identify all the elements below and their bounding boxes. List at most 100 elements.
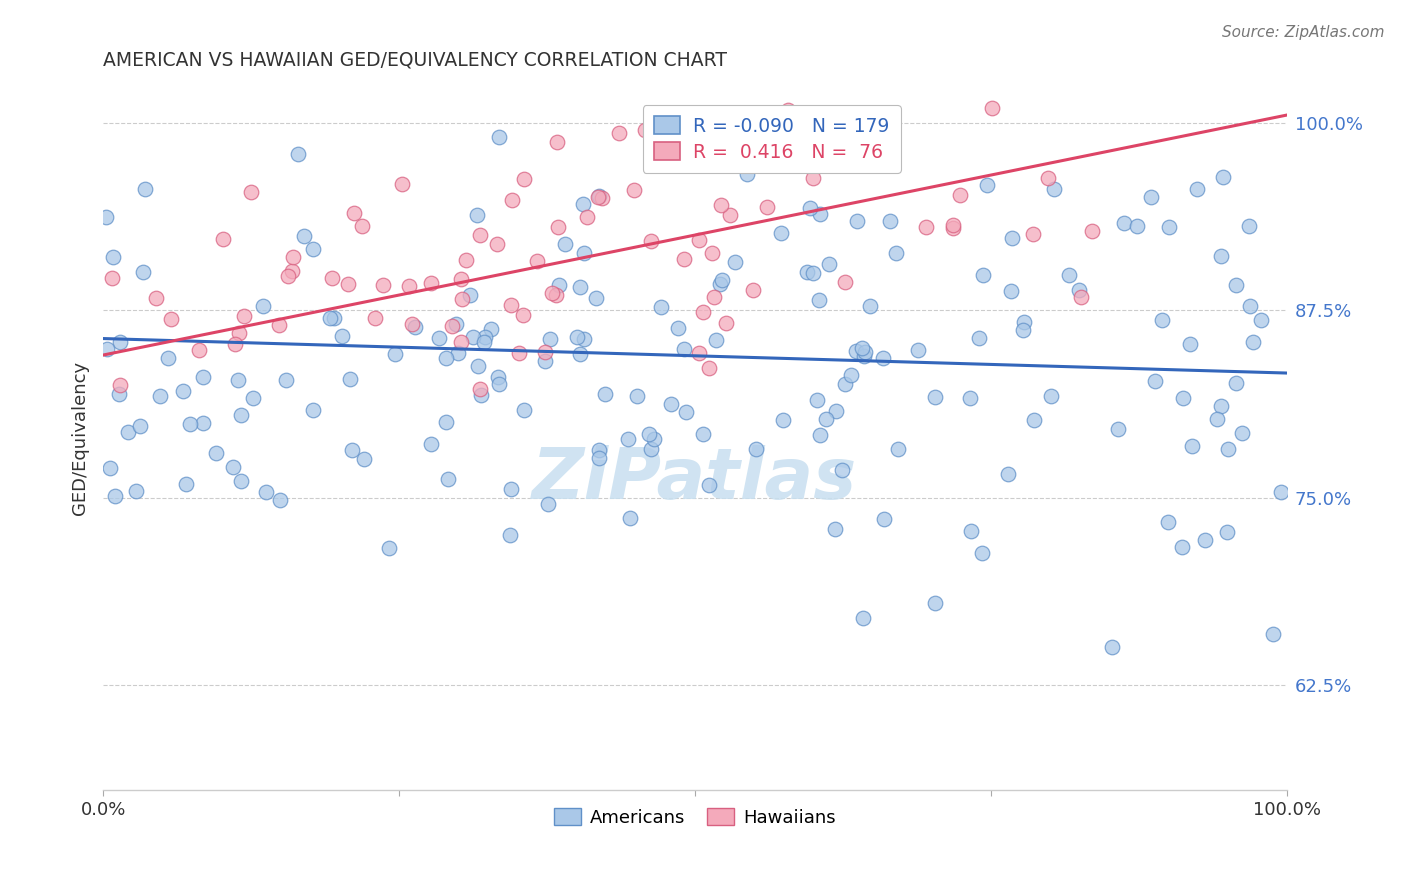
- Point: [852, 349, 875, 363]
- Point: [101, 250, 124, 264]
- Point: [193, 369, 215, 384]
- Point: [710, 198, 733, 212]
- Point: [617, 432, 640, 446]
- Point: [212, 232, 235, 246]
- Point: [1225, 376, 1247, 390]
- Text: Source: ZipAtlas.com: Source: ZipAtlas.com: [1222, 25, 1385, 40]
- Point: [321, 270, 343, 285]
- Point: [205, 446, 228, 460]
- Point: [1012, 323, 1035, 337]
- Point: [157, 351, 180, 365]
- Point: [534, 345, 557, 359]
- Point: [666, 321, 689, 335]
- Point: [501, 298, 523, 312]
- Point: [588, 451, 610, 466]
- Point: [269, 493, 291, 508]
- Point: [479, 322, 502, 336]
- Point: [673, 342, 696, 356]
- Point: [391, 177, 413, 191]
- Point: [292, 229, 315, 244]
- Point: [1181, 439, 1204, 453]
- Point: [609, 126, 631, 140]
- Point: [709, 277, 731, 292]
- Point: [229, 475, 252, 489]
- Point: [1239, 300, 1261, 314]
- Point: [576, 210, 599, 224]
- Point: [404, 319, 426, 334]
- Point: [924, 596, 946, 610]
- Point: [131, 265, 153, 279]
- Point: [700, 245, 723, 260]
- Point: [534, 353, 557, 368]
- Point: [1014, 315, 1036, 329]
- Point: [188, 343, 211, 357]
- Point: [458, 288, 481, 302]
- Point: [834, 275, 856, 289]
- Point: [1101, 640, 1123, 654]
- Point: [350, 219, 373, 233]
- Point: [322, 310, 344, 325]
- Point: [1241, 334, 1264, 349]
- Text: AMERICAN VS HAWAIIAN GED/EQUIVALENCY CORRELATION CHART: AMERICAN VS HAWAIIAN GED/EQUIVALENCY COR…: [103, 51, 727, 70]
- Point: [538, 332, 561, 346]
- Point: [808, 206, 831, 220]
- Point: [907, 343, 929, 357]
- Point: [339, 372, 361, 386]
- Point: [117, 425, 139, 439]
- Point: [796, 265, 818, 279]
- Point: [567, 329, 589, 343]
- Point: [801, 171, 824, 186]
- Point: [845, 343, 868, 358]
- Point: [972, 268, 994, 282]
- Point: [450, 335, 472, 350]
- Point: [1216, 442, 1239, 456]
- Point: [274, 373, 297, 387]
- Point: [437, 472, 460, 486]
- Point: [797, 112, 820, 127]
- Point: [547, 219, 569, 234]
- Point: [942, 218, 965, 232]
- Point: [1126, 219, 1149, 233]
- Point: [1185, 182, 1208, 196]
- Point: [287, 147, 309, 161]
- Point: [714, 316, 737, 330]
- Point: [814, 412, 837, 426]
- Point: [1206, 412, 1229, 426]
- Point: [544, 287, 567, 301]
- Point: [1209, 249, 1232, 263]
- Point: [1150, 313, 1173, 327]
- Y-axis label: GED/Equivalency: GED/Equivalency: [72, 360, 89, 515]
- Point: [254, 484, 277, 499]
- Point: [252, 21, 274, 36]
- Point: [222, 460, 245, 475]
- Point: [1170, 541, 1192, 555]
- Point: [711, 273, 734, 287]
- Point: [887, 442, 910, 456]
- Point: [853, 344, 876, 359]
- Point: [1216, 525, 1239, 540]
- Point: [450, 292, 472, 306]
- Point: [444, 318, 467, 332]
- Point: [129, 418, 152, 433]
- Point: [756, 141, 779, 155]
- Point: [1212, 170, 1234, 185]
- Point: [302, 242, 325, 256]
- Point: [1038, 170, 1060, 185]
- Point: [801, 267, 824, 281]
- Point: [1225, 278, 1247, 293]
- Point: [252, 299, 274, 313]
- Point: [915, 220, 938, 235]
- Point: [568, 347, 591, 361]
- Point: [980, 101, 1002, 115]
- Point: [371, 278, 394, 293]
- Point: [468, 227, 491, 242]
- Point: [872, 351, 894, 366]
- Point: [472, 334, 495, 349]
- Point: [735, 167, 758, 181]
- Point: [1039, 389, 1062, 403]
- Point: [692, 305, 714, 319]
- Point: [808, 293, 831, 308]
- Point: [226, 373, 249, 387]
- Point: [688, 346, 710, 360]
- Point: [281, 251, 304, 265]
